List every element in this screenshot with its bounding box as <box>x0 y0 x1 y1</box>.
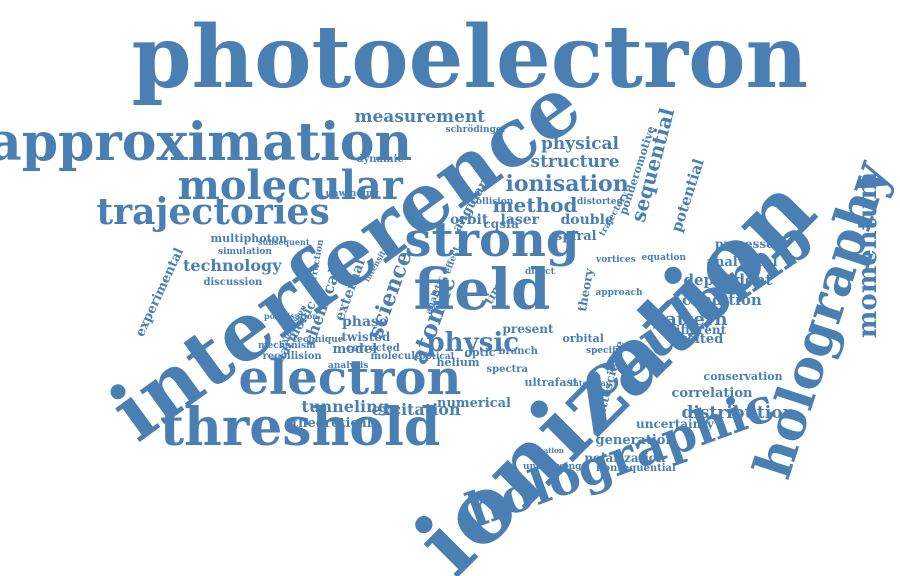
cloud-word: different <box>667 323 727 337</box>
cloud-word: processes <box>715 237 781 251</box>
cloud-word: technique <box>293 334 344 345</box>
cloud-word: unwinding <box>325 188 379 199</box>
cloud-word: helium <box>436 355 480 369</box>
cloud-word: schrödinger <box>445 124 507 135</box>
cloud-word: distorted <box>577 196 623 207</box>
cloud-word: spiral <box>555 228 597 244</box>
cloud-word: correlation <box>671 385 753 401</box>
cloud-word: undergoing <box>523 461 582 472</box>
cloud-word: collision <box>470 196 514 207</box>
cloud-word: measurement <box>354 106 486 127</box>
cloud-word: conservation <box>703 369 783 383</box>
cloud-word: field <box>413 257 551 323</box>
cloud-word: strong <box>404 212 580 268</box>
cloud-word: tunneling <box>301 397 389 416</box>
cloud-word: approach <box>595 287 643 298</box>
cloud-word: condition <box>682 290 762 309</box>
cloud-word: optic <box>464 345 496 359</box>
cloud-word: simulation <box>218 246 272 257</box>
cloud-word: laser <box>500 212 540 228</box>
cloud-word: polarization <box>584 451 666 465</box>
cloud-word: physic <box>426 328 520 358</box>
cloud-word: specific <box>586 345 625 356</box>
cloud-word: structure <box>530 151 620 172</box>
cloud-word: approximation <box>0 112 413 173</box>
cloud-word: theory <box>574 267 596 313</box>
cloud-word: excitation <box>371 400 461 419</box>
cloud-word: threshold <box>160 397 441 458</box>
cloud-word: corrected <box>346 343 400 354</box>
cloud-word: model <box>332 341 378 357</box>
cloud-word: dependent <box>683 270 773 289</box>
cloud-word: double <box>560 212 614 228</box>
cloud-word: cqsfa <box>483 217 519 231</box>
cloud-word: polarisation <box>264 311 318 321</box>
cloud-word: theoretical <box>292 415 372 431</box>
cloud-word: interplay <box>570 378 611 388</box>
cloud-word: recollision <box>262 351 322 362</box>
cloud-word: method <box>492 193 578 217</box>
cloud-word: subsequent <box>258 237 310 247</box>
cloud-word: direct <box>525 266 555 277</box>
cloud-word: uncertainty <box>636 417 714 431</box>
cloud-word: spectra <box>486 364 528 375</box>
cloud-word: analysis <box>328 360 369 371</box>
cloud-word: phase <box>342 314 388 330</box>
cloud-word: nonsequential <box>596 463 676 474</box>
cloud-word: electron <box>238 350 462 406</box>
cloud-word: trajectories <box>96 191 330 233</box>
cloud-word: equation <box>641 252 687 263</box>
cloud-word: generation <box>595 432 675 448</box>
cloud-word: analytical <box>706 254 778 270</box>
cloud-word: present <box>502 322 554 336</box>
cloud-word: branch <box>498 346 538 357</box>
cloud-word: orbit <box>450 212 489 228</box>
cloud-word: discussion <box>203 277 263 288</box>
cloud-word: physical <box>541 133 619 154</box>
cloud-word: mechanism <box>258 340 316 351</box>
cloud-word: orbital <box>562 331 604 345</box>
cloud-word: molecular <box>177 162 403 209</box>
cloud-word: estimation <box>522 445 564 455</box>
cloud-word: ultrafast <box>524 375 578 389</box>
cloud-word: numerical <box>437 395 511 411</box>
cloud-word: pattern <box>652 309 728 330</box>
cloud-word: ionisation <box>505 171 629 197</box>
cloud-word: molecule <box>370 351 422 362</box>
cloud-word: distribution <box>681 402 795 423</box>
cloud-word: twisted <box>341 330 391 344</box>
cloud-word: vortices <box>596 254 636 265</box>
cloud-word: multiphoton <box>210 231 288 245</box>
cloud-word: technology <box>183 256 282 275</box>
cloud-word: momentum <box>853 171 884 339</box>
cloud-word: photoelectron <box>131 7 809 108</box>
cloud-word: dynamic <box>356 154 404 165</box>
cloud-word: optical <box>419 351 455 362</box>
cloud-word: excited <box>671 331 724 347</box>
